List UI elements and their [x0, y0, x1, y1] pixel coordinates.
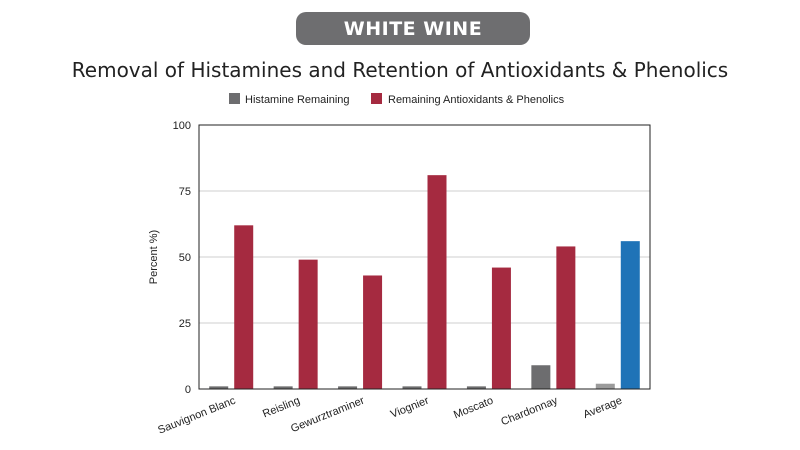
bar-histamine: [273, 386, 293, 389]
bar-histamine: [209, 386, 229, 389]
bar-antioxidants: [298, 259, 318, 389]
bar-antioxidants: [363, 275, 383, 389]
wine-type-badge: WHITE WINE: [296, 12, 530, 45]
bar-antioxidants: [620, 241, 640, 389]
bars: [209, 175, 640, 389]
x-tick-label: Reisling: [261, 395, 302, 421]
x-tick-label: Sauvignon Blanc: [156, 394, 238, 436]
axes: [198, 124, 651, 390]
bar-histamine: [402, 386, 422, 389]
plot-frame: [198, 124, 651, 390]
y-tick-label: 75: [179, 186, 191, 198]
y-tick-label: 100: [173, 120, 191, 132]
x-tick-label: Chardonnay: [499, 394, 560, 428]
grid-lines: [199, 190, 650, 324]
legend-swatch: [229, 93, 240, 104]
bar-histamine: [338, 386, 358, 389]
x-tick-label: Gewurztraminer: [289, 395, 366, 436]
bar-histamine: [595, 383, 615, 389]
legend-swatch: [371, 93, 382, 104]
chart-title: Removal of Histamines and Retention of A…: [71, 58, 729, 82]
y-tick-labels: 0 25 50 75 100: [173, 120, 191, 396]
bar-histamine: [466, 386, 486, 389]
legend: Histamine Remaining Remaining Antioxidant…: [229, 93, 565, 106]
y-tick-label: 0: [185, 384, 191, 396]
bar-antioxidants: [427, 175, 447, 389]
bar-antioxidants: [491, 267, 511, 389]
legend-label: Histamine Remaining: [245, 94, 350, 106]
x-tick-label: Viognier: [389, 395, 431, 421]
bar-antioxidants: [234, 225, 254, 389]
x-tick-label: Average: [582, 395, 624, 421]
legend-label: Remaining Antioxidants & Phenolics: [388, 94, 565, 106]
y-axis-label: Percent %): [148, 230, 160, 284]
y-tick-label: 50: [179, 252, 191, 264]
bar-antioxidants: [556, 246, 576, 389]
y-tick-label: 25: [179, 318, 191, 330]
bar-histamine: [531, 365, 551, 389]
x-tick-label: Moscato: [452, 395, 495, 422]
